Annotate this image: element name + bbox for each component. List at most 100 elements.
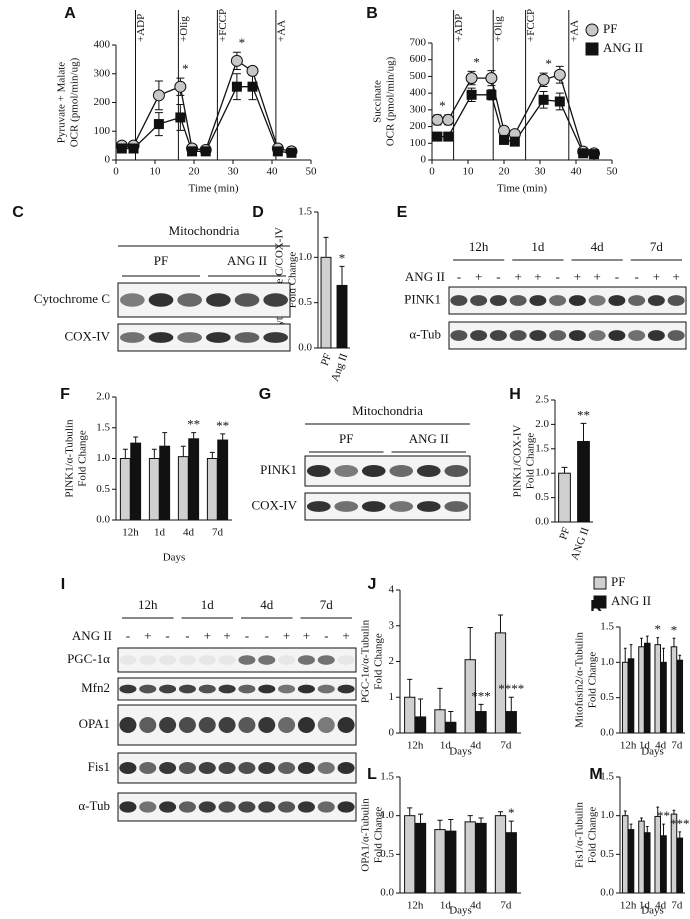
band [450,295,468,306]
marker [116,143,127,154]
band [297,801,315,813]
x-axis-label: Time (min) [188,183,238,195]
significance: * [182,61,189,76]
group-label: ANG II [227,253,267,268]
y-tick-label: 1.0 [600,656,614,668]
bar [445,721,457,734]
error-bar [640,817,643,822]
band [444,501,469,512]
y-tick-label: 0 [105,154,111,166]
blot-title: Mitochondria [169,223,240,238]
bar [577,440,590,523]
lane-sign: + [475,269,482,284]
lane-sign: + [223,628,230,643]
band [297,762,315,774]
significance: * [239,35,246,50]
marker [153,119,164,130]
error-bar [672,637,676,647]
y-tick-label: 1.5 [600,621,614,633]
group-label: ANG II [409,431,449,446]
error-bar [417,813,424,824]
band [278,801,296,813]
y-tick-label: 0.0 [380,887,394,899]
bar [654,815,661,894]
band [470,295,488,306]
band [139,762,157,774]
significance: * [439,98,446,113]
band [120,293,145,307]
band [509,295,527,306]
group-label: 12h [469,239,489,254]
lane-sign: + [144,628,151,643]
x-tick-label: 20 [189,166,201,178]
marker [485,72,498,85]
error-bar [662,823,665,836]
band [238,762,256,774]
band [119,801,137,813]
bar [434,829,446,894]
y-tick-label: 0.5 [600,691,614,703]
y-tick-label: 1.0 [298,251,312,263]
legend-marker [593,595,607,609]
marker [554,96,565,107]
blot-box [117,704,357,746]
band [608,330,626,341]
band [238,717,256,733]
significance: *** [670,816,690,831]
blot-box [117,647,357,673]
blot-box [117,792,357,822]
x-axis-label: Days [641,905,664,917]
panel-letter: D [252,204,264,221]
band [159,717,177,733]
x-tick-label: 30 [535,166,547,178]
error-bar [339,265,345,286]
y-axis-label: Fold Change [77,430,89,487]
band [178,717,196,733]
band [218,762,236,774]
y-axis-label: Fis1/α-Tubulin [574,802,586,868]
x-tick-label: 1d [440,900,452,912]
x-tick-label: 10 [150,166,162,178]
treatment-label: ANG II [405,269,445,284]
bar [644,832,651,894]
band [278,655,296,665]
x-axis-label: Days [163,552,186,564]
y-axis-label: PINK1/α-Tubulin [64,419,76,498]
significance: ** [657,808,670,823]
y-tick-label: 100 [410,137,427,149]
panel-letter: A [64,5,76,22]
x-tick-label: 7d [500,900,512,912]
y-axis-label: Fold Change [525,433,537,490]
row-label: COX-IV [65,328,111,343]
lane-sign: - [555,269,559,284]
error-bar [407,678,413,698]
panel-letter: B [366,5,378,22]
error-bar [508,696,514,712]
error-bar [497,614,504,633]
y-tick-label: 0.5 [96,483,110,495]
bar [627,829,635,894]
band [178,762,196,774]
lane-sign: + [574,269,581,284]
band [178,655,196,665]
band [139,801,157,813]
band [218,801,236,813]
bar [621,815,629,894]
band [258,801,276,813]
error-bar [122,448,128,459]
y-tick-label: 0.5 [600,848,614,860]
band [218,717,236,733]
row-label: PINK1 [404,291,441,306]
x-tick-label: 10 [463,166,475,178]
band [588,295,606,306]
significance: * [671,622,678,637]
significance: * [339,250,346,265]
legend-label: PF [611,574,625,589]
error-bar [645,825,649,833]
error-bar [656,806,660,817]
band [337,684,355,694]
row-label: COX-IV [252,497,298,512]
bar [336,284,348,349]
